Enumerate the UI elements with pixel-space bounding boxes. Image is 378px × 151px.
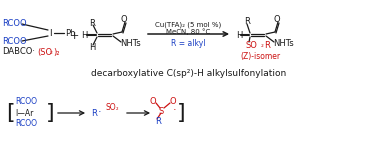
Text: +: + bbox=[69, 31, 79, 41]
Text: SO: SO bbox=[245, 40, 257, 50]
Text: Cu(TFA)₂ (5 mol %): Cu(TFA)₂ (5 mol %) bbox=[155, 22, 222, 28]
Text: ₂: ₂ bbox=[116, 106, 118, 111]
Text: ·: · bbox=[98, 107, 102, 117]
Text: R: R bbox=[155, 117, 161, 127]
Text: H: H bbox=[81, 31, 87, 40]
Text: H: H bbox=[89, 42, 95, 51]
Text: )₂: )₂ bbox=[53, 48, 59, 56]
Text: ·: · bbox=[173, 105, 177, 115]
Text: ₂: ₂ bbox=[50, 49, 53, 55]
Text: [: [ bbox=[6, 103, 14, 123]
Text: RCOO: RCOO bbox=[15, 119, 37, 129]
Text: R: R bbox=[264, 40, 270, 50]
Text: SO: SO bbox=[106, 103, 117, 112]
Text: DABCO·: DABCO· bbox=[2, 48, 35, 56]
Text: S: S bbox=[158, 106, 164, 116]
Text: ₂: ₂ bbox=[261, 42, 264, 48]
Text: I: I bbox=[49, 29, 51, 37]
Text: H: H bbox=[236, 31, 242, 40]
Text: R: R bbox=[244, 18, 250, 26]
Text: RCOO: RCOO bbox=[15, 98, 37, 106]
Text: R: R bbox=[89, 19, 95, 27]
Text: NHTs: NHTs bbox=[120, 40, 141, 48]
Text: O: O bbox=[150, 96, 156, 106]
Text: R = alkyl: R = alkyl bbox=[171, 39, 206, 48]
Text: (Z)-isomer: (Z)-isomer bbox=[240, 53, 280, 61]
Text: ]: ] bbox=[46, 103, 54, 123]
Text: R: R bbox=[91, 109, 97, 117]
Text: Ph: Ph bbox=[65, 29, 76, 37]
Text: decarboxylative C(sp²)-H alkylsulfonylation: decarboxylative C(sp²)-H alkylsulfonylat… bbox=[91, 69, 287, 77]
Text: ]: ] bbox=[177, 103, 185, 123]
Text: I—Ar: I—Ar bbox=[15, 109, 33, 117]
Text: O: O bbox=[169, 96, 176, 106]
Text: O: O bbox=[274, 14, 280, 24]
Text: MeCN, 80 °C: MeCN, 80 °C bbox=[166, 29, 211, 35]
Text: NHTs: NHTs bbox=[273, 40, 294, 48]
Text: (SO: (SO bbox=[37, 48, 52, 56]
Text: O: O bbox=[121, 14, 127, 24]
Text: RCOO: RCOO bbox=[2, 37, 26, 45]
Text: RCOO: RCOO bbox=[2, 19, 26, 29]
